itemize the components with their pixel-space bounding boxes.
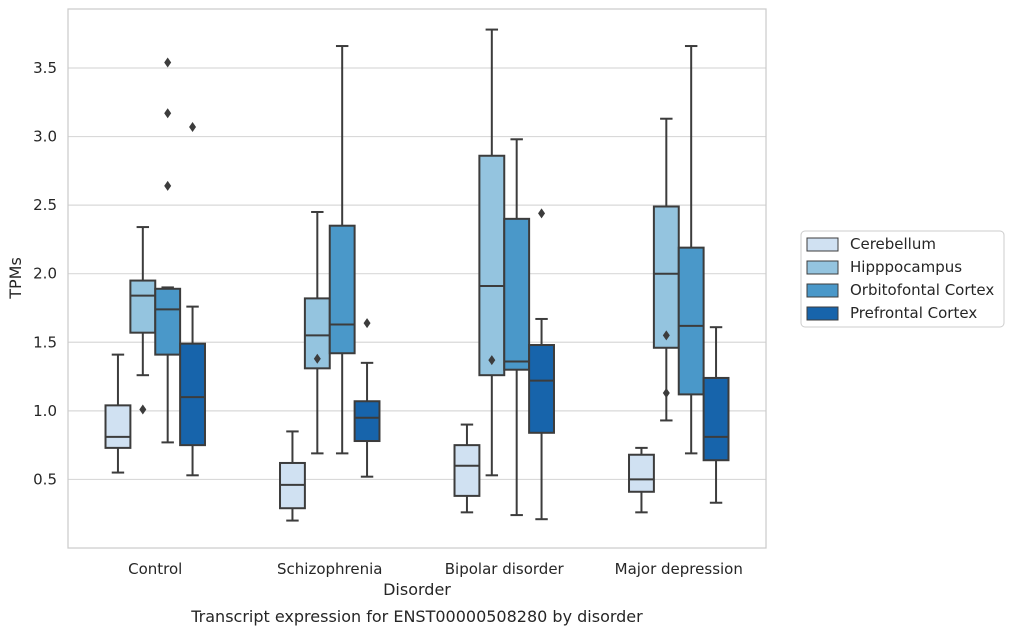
legend-swatch-1	[806, 260, 839, 275]
legend-label-1: Hipppocampus	[850, 258, 962, 276]
legend-swatch-2	[806, 283, 839, 298]
box-2-1	[328, 45, 356, 455]
box-body	[478, 154, 506, 377]
box-3-0	[179, 121, 206, 477]
box-body	[129, 279, 157, 334]
y-tick-labels: 0.5 1.0 1.5 2.0 2.5 3.0 3.5	[33, 59, 57, 488]
box-1-0	[129, 226, 157, 415]
plot-frame	[67, 8, 767, 549]
outlier-point-0	[313, 353, 321, 364]
legend-label-2: Orbitofontal Cortex	[850, 281, 994, 299]
x-tick-label-3: Major depression	[615, 560, 743, 578]
box-body	[528, 344, 555, 434]
box-1-2	[478, 28, 506, 477]
outlier-point-0	[538, 208, 546, 219]
box-1-1	[303, 210, 331, 455]
box-body	[503, 217, 531, 371]
box-body	[154, 287, 182, 356]
y-tick-label-6: 3.5	[33, 59, 57, 77]
box-body	[453, 444, 481, 497]
box-3-2	[528, 208, 555, 521]
box-3-3	[702, 326, 730, 504]
outlier-point-0	[139, 404, 147, 415]
x-tick-label-1: Schizophrenia	[277, 560, 382, 578]
y-axis-title: TPMs	[6, 257, 25, 300]
box-body	[353, 400, 381, 443]
legend-frame	[800, 230, 1005, 328]
y-tick-label-1: 1.0	[33, 402, 57, 420]
box-body	[628, 453, 655, 493]
legend-label-0: Cerebellum	[850, 235, 936, 253]
box-2-3	[677, 45, 705, 455]
box-0-0	[104, 353, 132, 474]
box-0-2	[453, 423, 481, 514]
x-axis-title: Disorder	[383, 580, 451, 599]
box-body	[328, 224, 356, 355]
outlier-point-0	[488, 355, 496, 366]
outlier-point-2	[164, 57, 172, 68]
box-2-2	[503, 138, 531, 517]
legend-label-3: Prefrontal Cortex	[850, 304, 977, 322]
x-tick-label-0: Control	[128, 560, 182, 578]
box-body	[652, 205, 680, 349]
chart-caption: Transcript expression for ENST0000050828…	[190, 607, 643, 626]
box-body	[104, 404, 132, 449]
boxes-layer	[104, 28, 730, 522]
box-0-1	[279, 430, 306, 522]
legend-swatch-0	[806, 237, 839, 252]
outlier-point-0	[662, 330, 670, 341]
box-3-1	[353, 318, 381, 478]
y-tick-label-5: 3.0	[33, 128, 57, 146]
y-tick-label-3: 2.0	[33, 265, 57, 283]
x-tick-labels: Control Schizophrenia Bipolar disorder Majo…	[128, 560, 743, 578]
y-tick-label-2: 1.5	[33, 333, 57, 351]
outlier-point-0	[189, 121, 197, 132]
outlier-point-0	[363, 318, 371, 329]
legend: Cerebellum Hipppocampus Orbitofontal Corte…	[800, 230, 1005, 328]
x-tick-label-2: Bipolar disorder	[445, 560, 565, 578]
outlier-point-1	[662, 388, 670, 399]
box-1-3	[652, 117, 680, 422]
legend-items: Cerebellum Hipppocampus Orbitofontal Corte…	[806, 235, 994, 322]
box-body	[702, 376, 730, 462]
box-body	[179, 342, 206, 447]
outlier-point-1	[164, 108, 172, 119]
y-tick-label-4: 2.5	[33, 196, 57, 214]
box-2-0	[154, 57, 182, 444]
y-tick-label-0: 0.5	[33, 470, 57, 488]
box-body	[677, 246, 705, 396]
outlier-point-0	[164, 180, 172, 191]
legend-swatch-3	[806, 306, 839, 321]
box-0-3	[628, 446, 655, 514]
